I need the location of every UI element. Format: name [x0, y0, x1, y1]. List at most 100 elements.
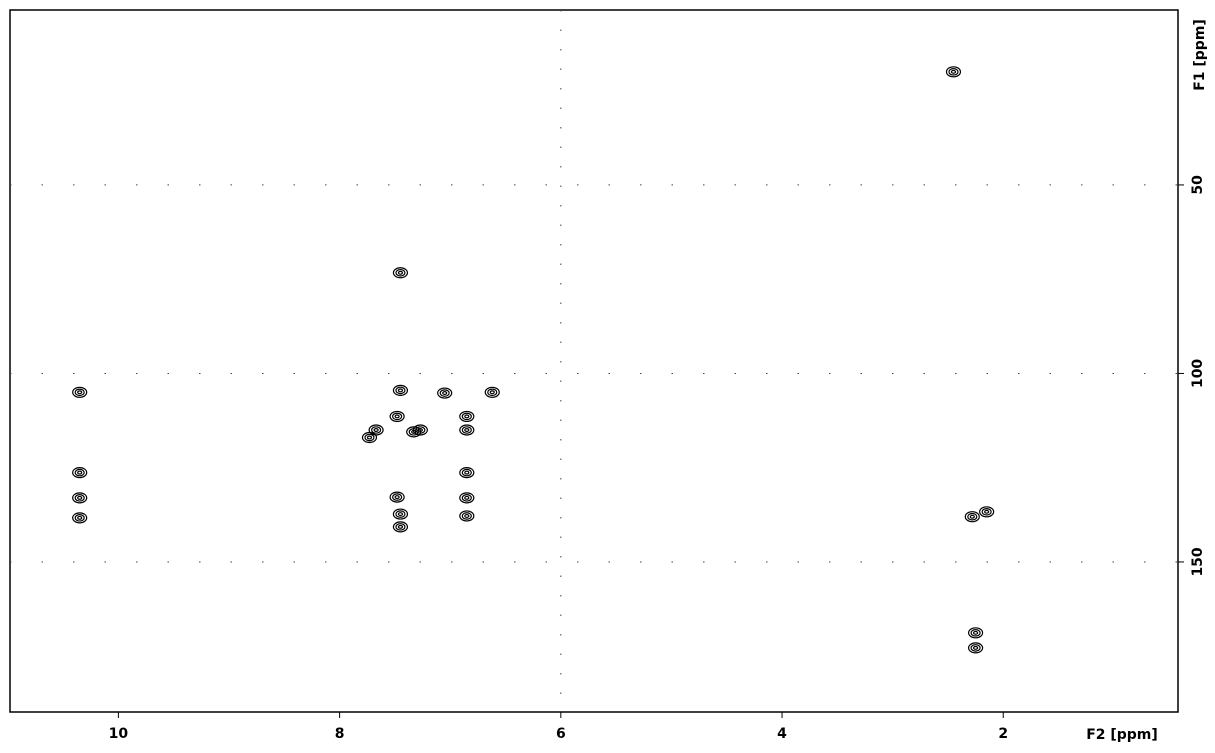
cross-peak — [459, 510, 475, 522]
contour-level — [77, 470, 83, 475]
cross-peak — [964, 511, 980, 523]
contour-level — [487, 388, 498, 397]
x-tick-label: 2 — [998, 726, 1008, 742]
contour-level — [394, 495, 400, 500]
contour-level — [373, 427, 379, 432]
cross-peak — [72, 466, 88, 479]
contour-level — [945, 66, 962, 78]
contour-level — [72, 386, 88, 398]
contour-level — [366, 435, 373, 440]
cross-peak — [72, 386, 88, 398]
plot-frame — [9, 9, 1179, 713]
cross-peak — [967, 642, 984, 654]
contour-level — [984, 509, 990, 514]
contour-level — [412, 424, 428, 436]
y-tick-label: 100 — [1190, 359, 1206, 388]
contour-level — [981, 508, 992, 516]
contour-level — [74, 388, 85, 397]
contour-level — [417, 427, 423, 432]
cross-peak — [72, 512, 88, 524]
cross-peak — [361, 431, 378, 444]
contour-level — [77, 515, 83, 520]
contour-level — [464, 427, 470, 432]
cross-peak — [72, 492, 88, 504]
contour-level — [437, 387, 453, 399]
contour-level — [395, 386, 406, 395]
cross-peak — [392, 521, 409, 533]
contour-level — [442, 391, 448, 396]
x-tick-label: 10 — [109, 726, 129, 742]
y-tick-label: 50 — [1190, 175, 1206, 195]
cross-peak — [459, 410, 475, 423]
contour-level — [972, 645, 979, 650]
contour-level — [364, 433, 375, 442]
contour-level — [459, 424, 475, 436]
contour-level — [484, 386, 500, 398]
x-tick-label: 8 — [335, 726, 345, 742]
contour-level — [464, 470, 470, 475]
contour-level — [459, 466, 475, 479]
cross-peak — [459, 424, 475, 436]
cross-peak — [368, 424, 384, 436]
cross-peak — [459, 466, 475, 479]
contour-level — [395, 268, 406, 277]
contour-level — [395, 510, 406, 518]
y-axis-label: F1 [ppm] — [1192, 19, 1208, 91]
contour-level — [394, 414, 400, 419]
contour-level — [969, 514, 975, 519]
contour-level — [397, 512, 404, 517]
contour-level — [392, 412, 403, 421]
contour-level — [461, 412, 472, 421]
cross-peak — [412, 424, 428, 436]
contour-level — [461, 468, 472, 477]
contour-level — [74, 494, 85, 502]
contour-level — [72, 466, 88, 479]
cross-peak — [389, 491, 405, 503]
contour-level — [415, 426, 426, 434]
contour-level — [361, 431, 378, 444]
contour-level — [389, 410, 405, 423]
cross-peak — [979, 506, 995, 518]
contour-level — [970, 644, 981, 652]
contour-level — [464, 513, 470, 518]
cross-peak — [392, 267, 409, 279]
cross-peak — [437, 387, 453, 399]
contour-level — [459, 492, 475, 504]
cross-peak — [389, 410, 405, 423]
contour-level — [392, 267, 409, 279]
cross-peak — [392, 384, 409, 397]
contour-level — [948, 68, 959, 76]
contour-level — [459, 510, 475, 522]
contour-level — [392, 521, 409, 533]
contour-level — [967, 627, 984, 639]
contour-level — [439, 389, 450, 397]
contour-level — [979, 506, 995, 518]
contour-level — [397, 270, 404, 275]
contour-level — [392, 508, 409, 520]
y-tick-label: 150 — [1190, 547, 1206, 576]
contour-level — [397, 524, 404, 529]
contour-level — [392, 493, 403, 501]
x-tick-label: 6 — [556, 726, 566, 742]
cross-peak — [945, 66, 962, 78]
cross-peak — [459, 492, 475, 504]
contour-level — [489, 390, 495, 395]
contour-level — [74, 514, 85, 522]
contour-level — [461, 494, 472, 502]
cross-peak — [967, 627, 984, 639]
contour-level — [970, 629, 981, 637]
contour-level — [461, 512, 472, 520]
cross-peak — [392, 508, 409, 520]
contour-level — [371, 426, 382, 434]
contour-level — [464, 414, 470, 419]
contour-level — [74, 468, 85, 477]
x-tick-label: 4 — [777, 726, 787, 742]
contour-level — [464, 495, 470, 500]
contour-level — [967, 642, 984, 654]
contour-level — [967, 512, 978, 521]
contour-level — [964, 511, 980, 523]
contour-level — [77, 495, 83, 500]
contour-level — [72, 512, 88, 524]
contour-level — [392, 384, 409, 397]
